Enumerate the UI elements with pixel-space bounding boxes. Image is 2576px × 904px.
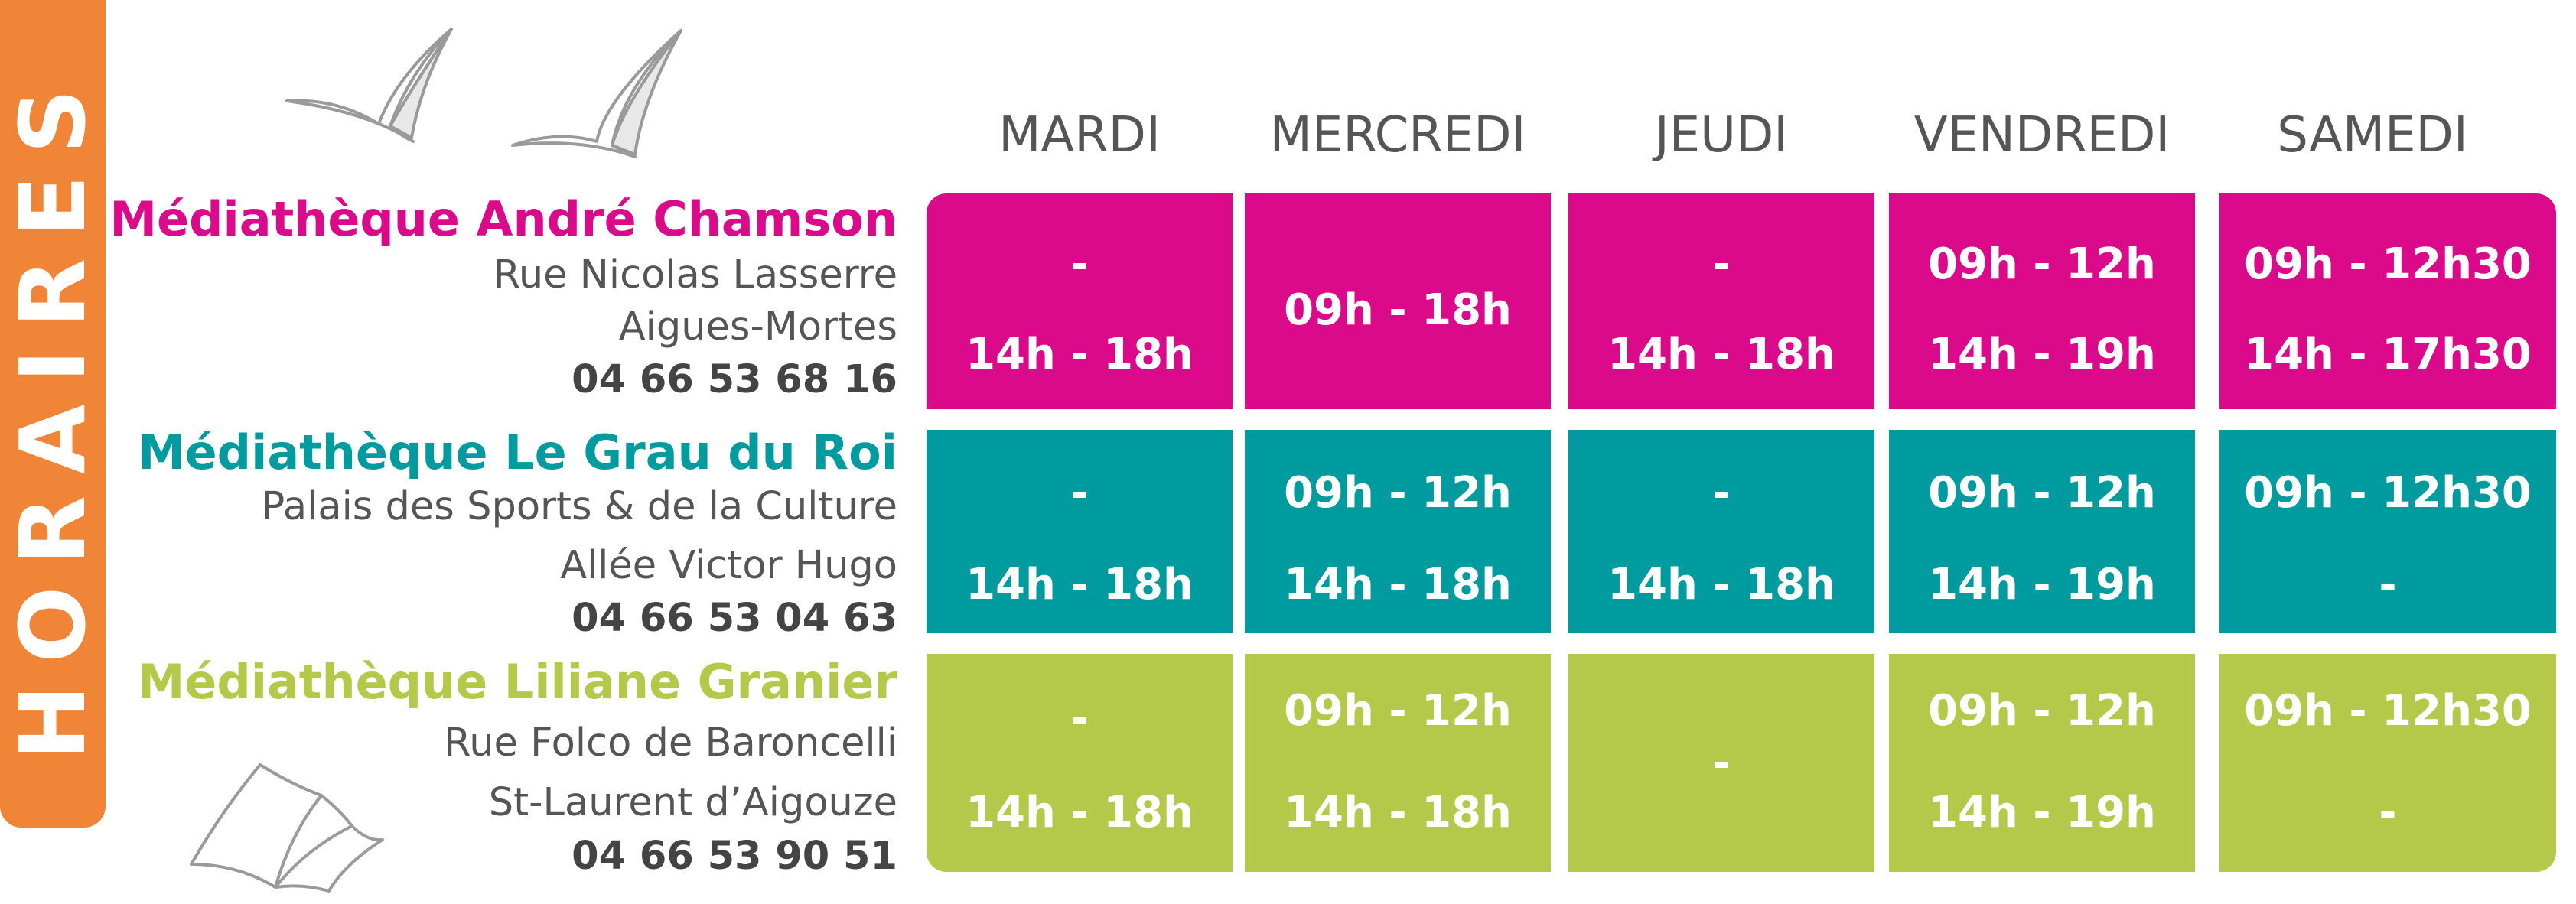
hours-cell: - 14h - 18h — [1568, 430, 1874, 633]
hours-cell: 09h - 12h30 - — [2219, 654, 2556, 872]
hours-cell: - 14h - 18h — [927, 430, 1233, 633]
hours-value: 09h - 12h30 — [2244, 239, 2532, 289]
hours-cell: - 14h - 18h — [1568, 193, 1874, 409]
hours-value: - — [1712, 468, 1731, 518]
hours-value: 09h - 12h — [1928, 239, 2156, 289]
hours-value: 14h - 18h — [1607, 560, 1835, 610]
hours-value: - — [1070, 239, 1089, 289]
hours-value: - — [2379, 788, 2397, 837]
library-phone: 04 66 53 90 51 — [572, 834, 897, 879]
sidebar: HORAIRES — [0, 0, 106, 828]
hours-value: 09h - 12h — [1284, 686, 1512, 736]
library-name-grau-du-roi: Médiathèque Le Grau du Roi — [137, 424, 897, 480]
library-name-andre-chamson: Médiathèque André Chamson — [109, 191, 897, 247]
hours-value: 09h - 12h — [1928, 468, 2156, 518]
hours-value: 14h - 18h — [1284, 788, 1512, 837]
hours-value: 14h - 18h — [966, 788, 1194, 837]
hours-value: 09h - 12h30 — [2244, 468, 2532, 518]
day-header-samedi: SAMEDI — [2277, 107, 2468, 164]
hours-value: 14h - 17h30 — [2244, 330, 2532, 379]
day-header-mardi: MARDI — [998, 107, 1161, 164]
hours-value: - — [1712, 239, 1731, 289]
hours-value: 09h - 12h — [1928, 686, 2156, 736]
hours-value: 14h - 19h — [1928, 560, 2156, 610]
hours-value: - — [1712, 738, 1731, 788]
hours-value: 14h - 18h — [966, 560, 1194, 610]
hours-cell: - 14h - 18h — [927, 193, 1233, 409]
seagulls-icon — [285, 28, 682, 158]
hours-cell: 09h - 12h 14h - 19h — [1889, 193, 2195, 409]
hours-cell: 09h - 12h30 14h - 17h30 — [2219, 193, 2556, 409]
library-phone: 04 66 53 04 63 — [572, 596, 897, 641]
hours-cell: - — [1568, 654, 1874, 872]
hours-value: - — [1070, 468, 1089, 518]
library-address-line: Aigues-Mortes — [618, 304, 897, 350]
hours-value: 14h - 19h — [1928, 788, 2156, 837]
library-address-line: Rue Folco de Baroncelli — [444, 720, 897, 766]
day-header-jeudi: JEUDI — [1654, 107, 1789, 164]
hours-value: 14h - 18h — [1284, 560, 1512, 610]
horaires-label: HORAIRES — [0, 67, 106, 760]
library-phone: 04 66 53 68 16 — [572, 357, 897, 402]
hours-value: 09h - 12h30 — [2244, 686, 2532, 736]
hours-cell: 09h - 18h — [1245, 193, 1551, 409]
hours-cell: 09h - 12h30 - — [2219, 430, 2556, 633]
hours-value: 14h - 18h — [1607, 330, 1835, 379]
library-address-line: St-Laurent d’Aigouze — [488, 780, 897, 825]
hours-value: 14h - 19h — [1928, 330, 2156, 379]
day-header-vendredi: VENDREDI — [1913, 107, 2171, 164]
hours-value: - — [1070, 694, 1089, 743]
hours-cell: 09h - 12h 14h - 19h — [1889, 430, 2195, 633]
hours-cell: 09h - 12h 14h - 19h — [1889, 654, 2195, 872]
library-name-liliane-granier: Médiathèque Liliane Granier — [137, 654, 897, 710]
hours-value: 14h - 18h — [966, 330, 1194, 379]
hours-value: 09h - 12h — [1284, 468, 1512, 518]
hours-value: 09h - 18h — [1284, 285, 1512, 335]
day-header-mercredi: MERCREDI — [1269, 107, 1526, 164]
library-address-line: Palais des Sports & de la Culture — [261, 484, 897, 529]
hours-cell: - 14h - 18h — [927, 654, 1233, 872]
open-book-icon — [190, 763, 384, 893]
library-address-line: Rue Nicolas Lasserre — [493, 252, 897, 298]
hours-value: - — [2379, 560, 2397, 610]
library-address-line: Allée Victor Hugo — [560, 543, 897, 588]
hours-cell: 09h - 12h 14h - 18h — [1245, 654, 1551, 872]
hours-cell: 09h - 12h 14h - 18h — [1245, 430, 1551, 633]
